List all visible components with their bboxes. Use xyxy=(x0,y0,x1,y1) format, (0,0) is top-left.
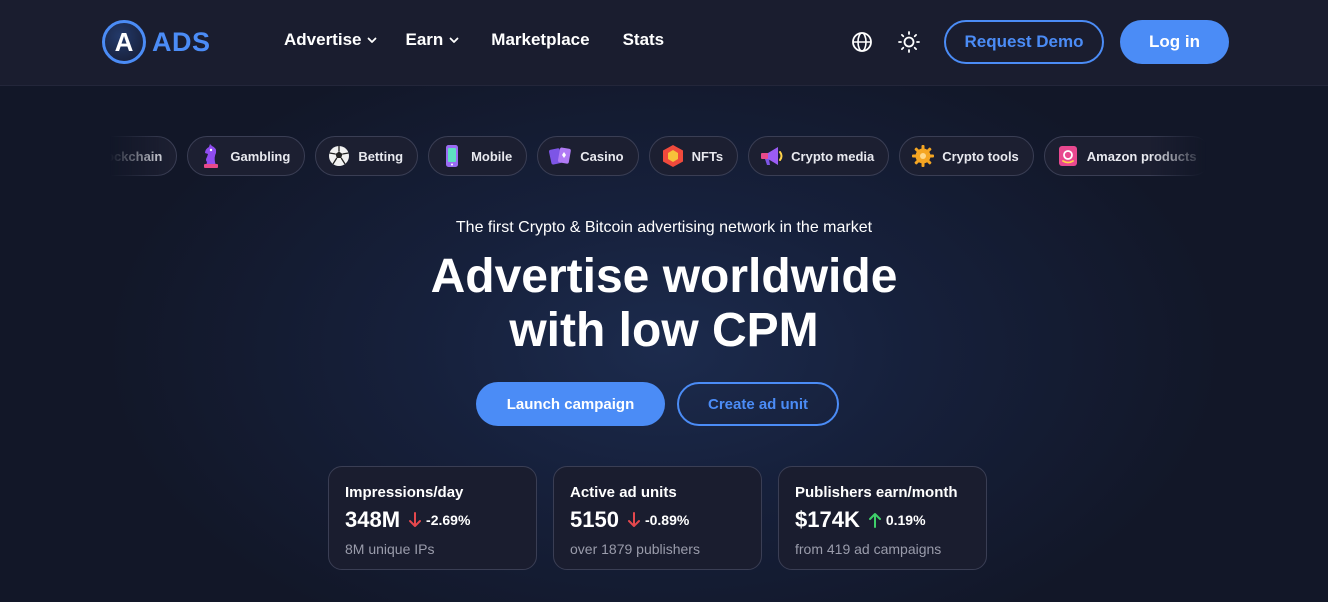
category-label: Casino xyxy=(580,148,624,164)
logo[interactable]: A ADS xyxy=(102,20,211,64)
arrow-down-icon xyxy=(409,512,422,527)
stat-row: 5150 -0.89% xyxy=(570,507,745,533)
nav-marketplace-label: Marketplace xyxy=(491,30,590,49)
stat-value: 5150 xyxy=(570,507,619,532)
logo-text: ADS xyxy=(152,26,211,57)
playing-cards-icon xyxy=(548,143,574,169)
stat-change: 0.19% xyxy=(885,512,926,528)
nft-hexagon-icon xyxy=(660,143,686,169)
login-button[interactable]: Log in xyxy=(1120,20,1229,64)
stat-subtext: 8M unique IPs xyxy=(345,541,435,557)
category-label: Gambling xyxy=(230,148,291,164)
nav-advertise[interactable]: Advertise xyxy=(284,30,377,50)
hero-title: Advertise worldwide with low CPM xyxy=(0,250,1328,358)
request-demo-button[interactable]: Request Demo xyxy=(944,20,1104,64)
category-amazon-products[interactable]: Amazon products xyxy=(1043,136,1206,176)
launch-campaign-button[interactable]: Launch campaign xyxy=(476,382,665,426)
hero-title-line1: Advertise worldwide xyxy=(430,250,898,303)
category-label: Blockchain xyxy=(110,148,163,164)
hero-tagline: The first Crypto & Bitcoin advertising n… xyxy=(455,219,873,236)
nav-marketplace[interactable]: Marketplace xyxy=(491,30,589,50)
category-betting[interactable]: Betting xyxy=(315,136,419,176)
category-label: NFTs xyxy=(691,148,724,164)
category-nfts[interactable]: NFTs xyxy=(648,136,739,176)
stat-subtext: from 419 ad campaigns xyxy=(795,541,942,557)
site-header: A ADS Advertise Earn Marketplace Stats xyxy=(0,0,1328,86)
category-mobile[interactable]: Mobile xyxy=(428,136,528,176)
logo-mark-icon: A xyxy=(102,20,146,64)
globe-icon[interactable] xyxy=(850,30,874,54)
stat-card-publishers-earn: Publishers earn/month $174K 0.19% from 4… xyxy=(778,466,987,570)
logo-letter: A xyxy=(114,27,134,57)
chess-knight-icon xyxy=(198,143,224,169)
stat-card-impressions: Impressions/day 348M -2.69% 8M unique IP… xyxy=(328,466,537,570)
stat-change: -0.89% xyxy=(644,512,690,528)
nav-earn-label: Earn xyxy=(405,30,444,49)
mobile-phone-icon xyxy=(439,143,465,169)
stat-card-active-ad-units: Active ad units 5150 -0.89% over 1879 pu… xyxy=(553,466,762,570)
nav-advertise-label: Advertise xyxy=(284,30,362,49)
category-crypto-tools[interactable]: Crypto tools xyxy=(899,136,1034,176)
nav-stats[interactable]: Stats xyxy=(623,30,665,50)
hero-title-line2: with low CPM xyxy=(509,304,819,357)
category-strip: Blockchain Gambling Betting Mobile xyxy=(110,136,1206,176)
arrow-down-icon xyxy=(627,512,640,527)
category-label: Betting xyxy=(358,148,404,164)
category-crypto-media[interactable]: Crypto media xyxy=(748,136,890,176)
category-label: Amazon products xyxy=(1086,148,1197,164)
stat-label: Active ad units xyxy=(570,484,677,501)
nav-stats-label: Stats xyxy=(622,30,665,49)
gear-icon xyxy=(910,143,936,169)
create-ad-unit-button[interactable]: Create ad unit xyxy=(677,382,839,426)
amazon-icon xyxy=(1055,143,1081,169)
category-blockchain[interactable]: Blockchain xyxy=(110,136,178,176)
nav-earn[interactable]: Earn xyxy=(405,30,459,50)
category-casino[interactable]: Casino xyxy=(537,136,639,176)
chevron-down-icon xyxy=(449,37,459,43)
chevron-down-icon xyxy=(368,37,377,43)
stat-value: 348M xyxy=(345,507,401,532)
stat-row: $174K 0.19% xyxy=(795,507,970,533)
category-gambling[interactable]: Gambling xyxy=(187,136,306,176)
stat-change: -2.69% xyxy=(426,512,471,528)
sun-icon[interactable] xyxy=(897,30,921,54)
stat-subtext: over 1879 publishers xyxy=(570,541,700,557)
megaphone-icon xyxy=(759,143,785,169)
stat-row: 348M -2.69% xyxy=(345,507,520,533)
main-nav: Advertise Earn Marketplace Stats xyxy=(284,30,664,50)
stat-value: $174K xyxy=(795,507,860,532)
stat-label: Publishers earn/month xyxy=(795,484,958,501)
category-list: Blockchain Gambling Betting Mobile xyxy=(110,136,1206,176)
soccer-ball-icon xyxy=(326,143,352,169)
category-label: Mobile xyxy=(471,148,513,164)
arrow-up-icon xyxy=(868,513,881,528)
category-label: Crypto media xyxy=(791,148,875,164)
category-label: Crypto tools xyxy=(942,148,1019,164)
stat-label: Impressions/day xyxy=(345,484,464,501)
